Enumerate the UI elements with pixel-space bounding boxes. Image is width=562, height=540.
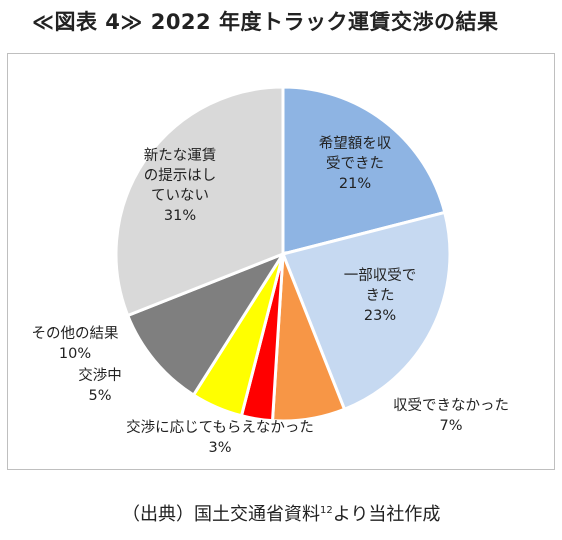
slice-label: 交渉中 5% [78, 366, 122, 404]
pie-slice [114, 85, 285, 318]
slice-name-label: 交渉中 [78, 366, 122, 384]
slice-name-label: 希望額を収 [319, 135, 392, 152]
slice-name-label: きた [366, 287, 395, 304]
slice-label: 収受できなかった 7% [393, 397, 509, 434]
source-suffix: より当社作成 [332, 504, 441, 525]
slice-label: 交渉に応じてもらえなかった 3% [126, 418, 314, 456]
slice-value-label: 31% [164, 208, 196, 224]
slice-name-label: の提示はし [144, 167, 217, 184]
slice-value-label: 7% [439, 418, 462, 434]
slice-name-label: 新たな運賃 [144, 147, 217, 164]
slice-label: その他の結果 10% [32, 325, 119, 362]
chart-frame [7, 53, 555, 470]
slice-name-label: その他の結果 [32, 325, 119, 342]
slice-name-label: 一部収受で [344, 267, 417, 284]
pie-slice [125, 250, 287, 398]
slice-value-label: 23% [364, 308, 396, 324]
slice-value-label: 5% [88, 388, 111, 404]
slice-label: 一部収受できた 23% [344, 267, 417, 324]
source-prefix: （出典）国土交通省資料 [122, 504, 320, 525]
slice-name-label: 受できた [326, 155, 384, 172]
pie-slice [280, 210, 452, 412]
slice-name-label: 交渉に応じてもらえなかった [126, 418, 314, 436]
chart-title: ≪図表 4≫ 2022 年度トラック運賃交渉の結果 [32, 10, 499, 34]
slice-value-label: 21% [339, 176, 371, 192]
slice-label: 希望額を収受できた 21% [319, 135, 392, 192]
slice-label: 新たな運賃の提示はしていない 31% [144, 147, 217, 224]
pie-slice [281, 85, 447, 256]
source-note: （出典）国土交通省資料12より当社作成 [122, 500, 440, 526]
slice-name-label: 収受できなかった [393, 397, 509, 414]
footnote-marker: 12 [320, 505, 333, 516]
slice-value-label: 3% [208, 440, 231, 456]
slice-value-label: 10% [59, 346, 91, 362]
slice-name-label: ていない [151, 187, 209, 204]
